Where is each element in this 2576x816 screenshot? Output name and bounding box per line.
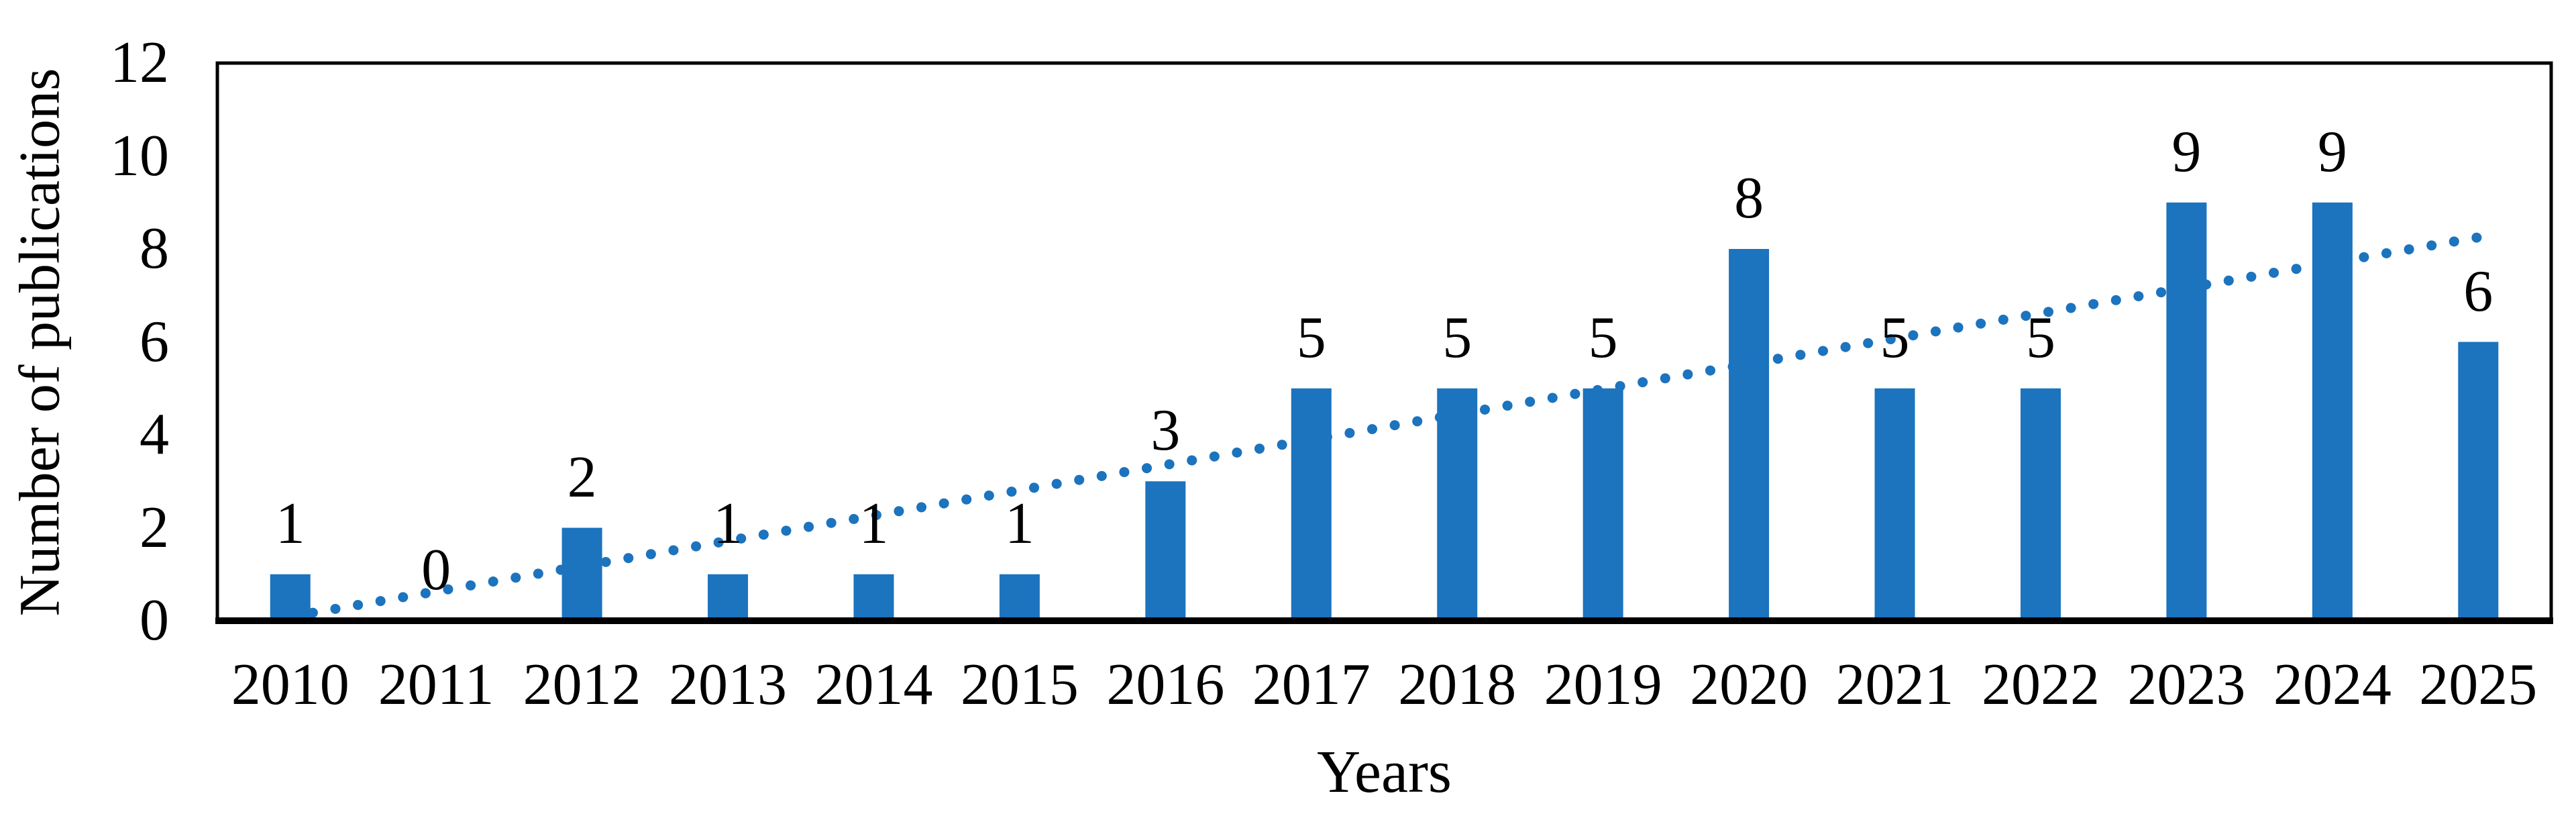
bar-2019 [1582, 388, 1623, 621]
y-tick-2: 2 [140, 495, 169, 560]
x-tick-2016: 2016 [1106, 652, 1225, 717]
value-label-2016: 3 [1150, 398, 1181, 464]
value-label-2017: 5 [1296, 305, 1326, 370]
value-label-2023: 9 [2171, 119, 2202, 185]
x-tick-2017: 2017 [1252, 652, 1371, 717]
x-tick-2012: 2012 [523, 652, 641, 717]
value-label-2024: 9 [2317, 119, 2347, 185]
value-label-2022: 5 [2025, 305, 2055, 370]
x-tick-2020: 2020 [1690, 652, 1809, 717]
x-tick-2021: 2021 [1835, 652, 1954, 717]
x-tick-2013: 2013 [669, 652, 788, 717]
y-axis-title: Number of publications [7, 68, 71, 616]
value-label-2014: 1 [859, 491, 889, 556]
y-tick-6: 6 [140, 309, 169, 374]
value-label-2012: 2 [567, 444, 597, 510]
value-label-2018: 5 [1442, 305, 1472, 370]
value-label-2025: 6 [2463, 258, 2493, 324]
x-tick-2018: 2018 [1398, 652, 1517, 717]
bar-2014 [853, 574, 894, 621]
bar-2021 [1874, 388, 1915, 621]
bar-2017 [1291, 388, 1332, 621]
value-label-2020: 8 [1734, 166, 1764, 231]
value-label-2019: 5 [1588, 305, 1618, 370]
y-tick-4: 4 [140, 402, 169, 467]
value-label-2013: 1 [713, 491, 743, 556]
x-tick-2015: 2015 [960, 652, 1079, 717]
bar-2015 [999, 574, 1040, 621]
x-tick-2019: 2019 [1544, 652, 1662, 717]
bar-2016 [1145, 481, 1186, 621]
bar-2022 [2020, 388, 2061, 621]
x-axis-title: Years [1317, 739, 1452, 805]
y-tick-0: 0 [140, 588, 169, 653]
x-tick-2014: 2014 [814, 652, 933, 717]
bar-2013 [708, 574, 749, 621]
value-label-2015: 1 [1004, 491, 1034, 556]
y-tick-10: 10 [110, 123, 169, 189]
x-tick-2024: 2024 [2273, 652, 2392, 717]
x-tick-2011: 2011 [378, 652, 494, 717]
bar-2018 [1437, 388, 1478, 621]
bar-2024 [2312, 202, 2353, 621]
bar-2025 [2458, 342, 2499, 621]
bar-2020 [1729, 249, 1770, 621]
value-label-2010: 1 [275, 491, 305, 556]
value-label-2011: 0 [421, 538, 451, 603]
x-tick-2010: 2010 [231, 652, 350, 717]
bar-2012 [561, 527, 602, 621]
value-label-2021: 5 [1880, 305, 1910, 370]
x-tick-2022: 2022 [1981, 652, 2100, 717]
y-tick-8: 8 [140, 216, 169, 281]
bar-2023 [2166, 202, 2207, 621]
x-tick-2025: 2025 [2419, 652, 2538, 717]
trendline-dotted [285, 232, 2483, 622]
x-tick-2023: 2023 [2127, 652, 2246, 717]
y-tick-12: 12 [110, 30, 169, 95]
